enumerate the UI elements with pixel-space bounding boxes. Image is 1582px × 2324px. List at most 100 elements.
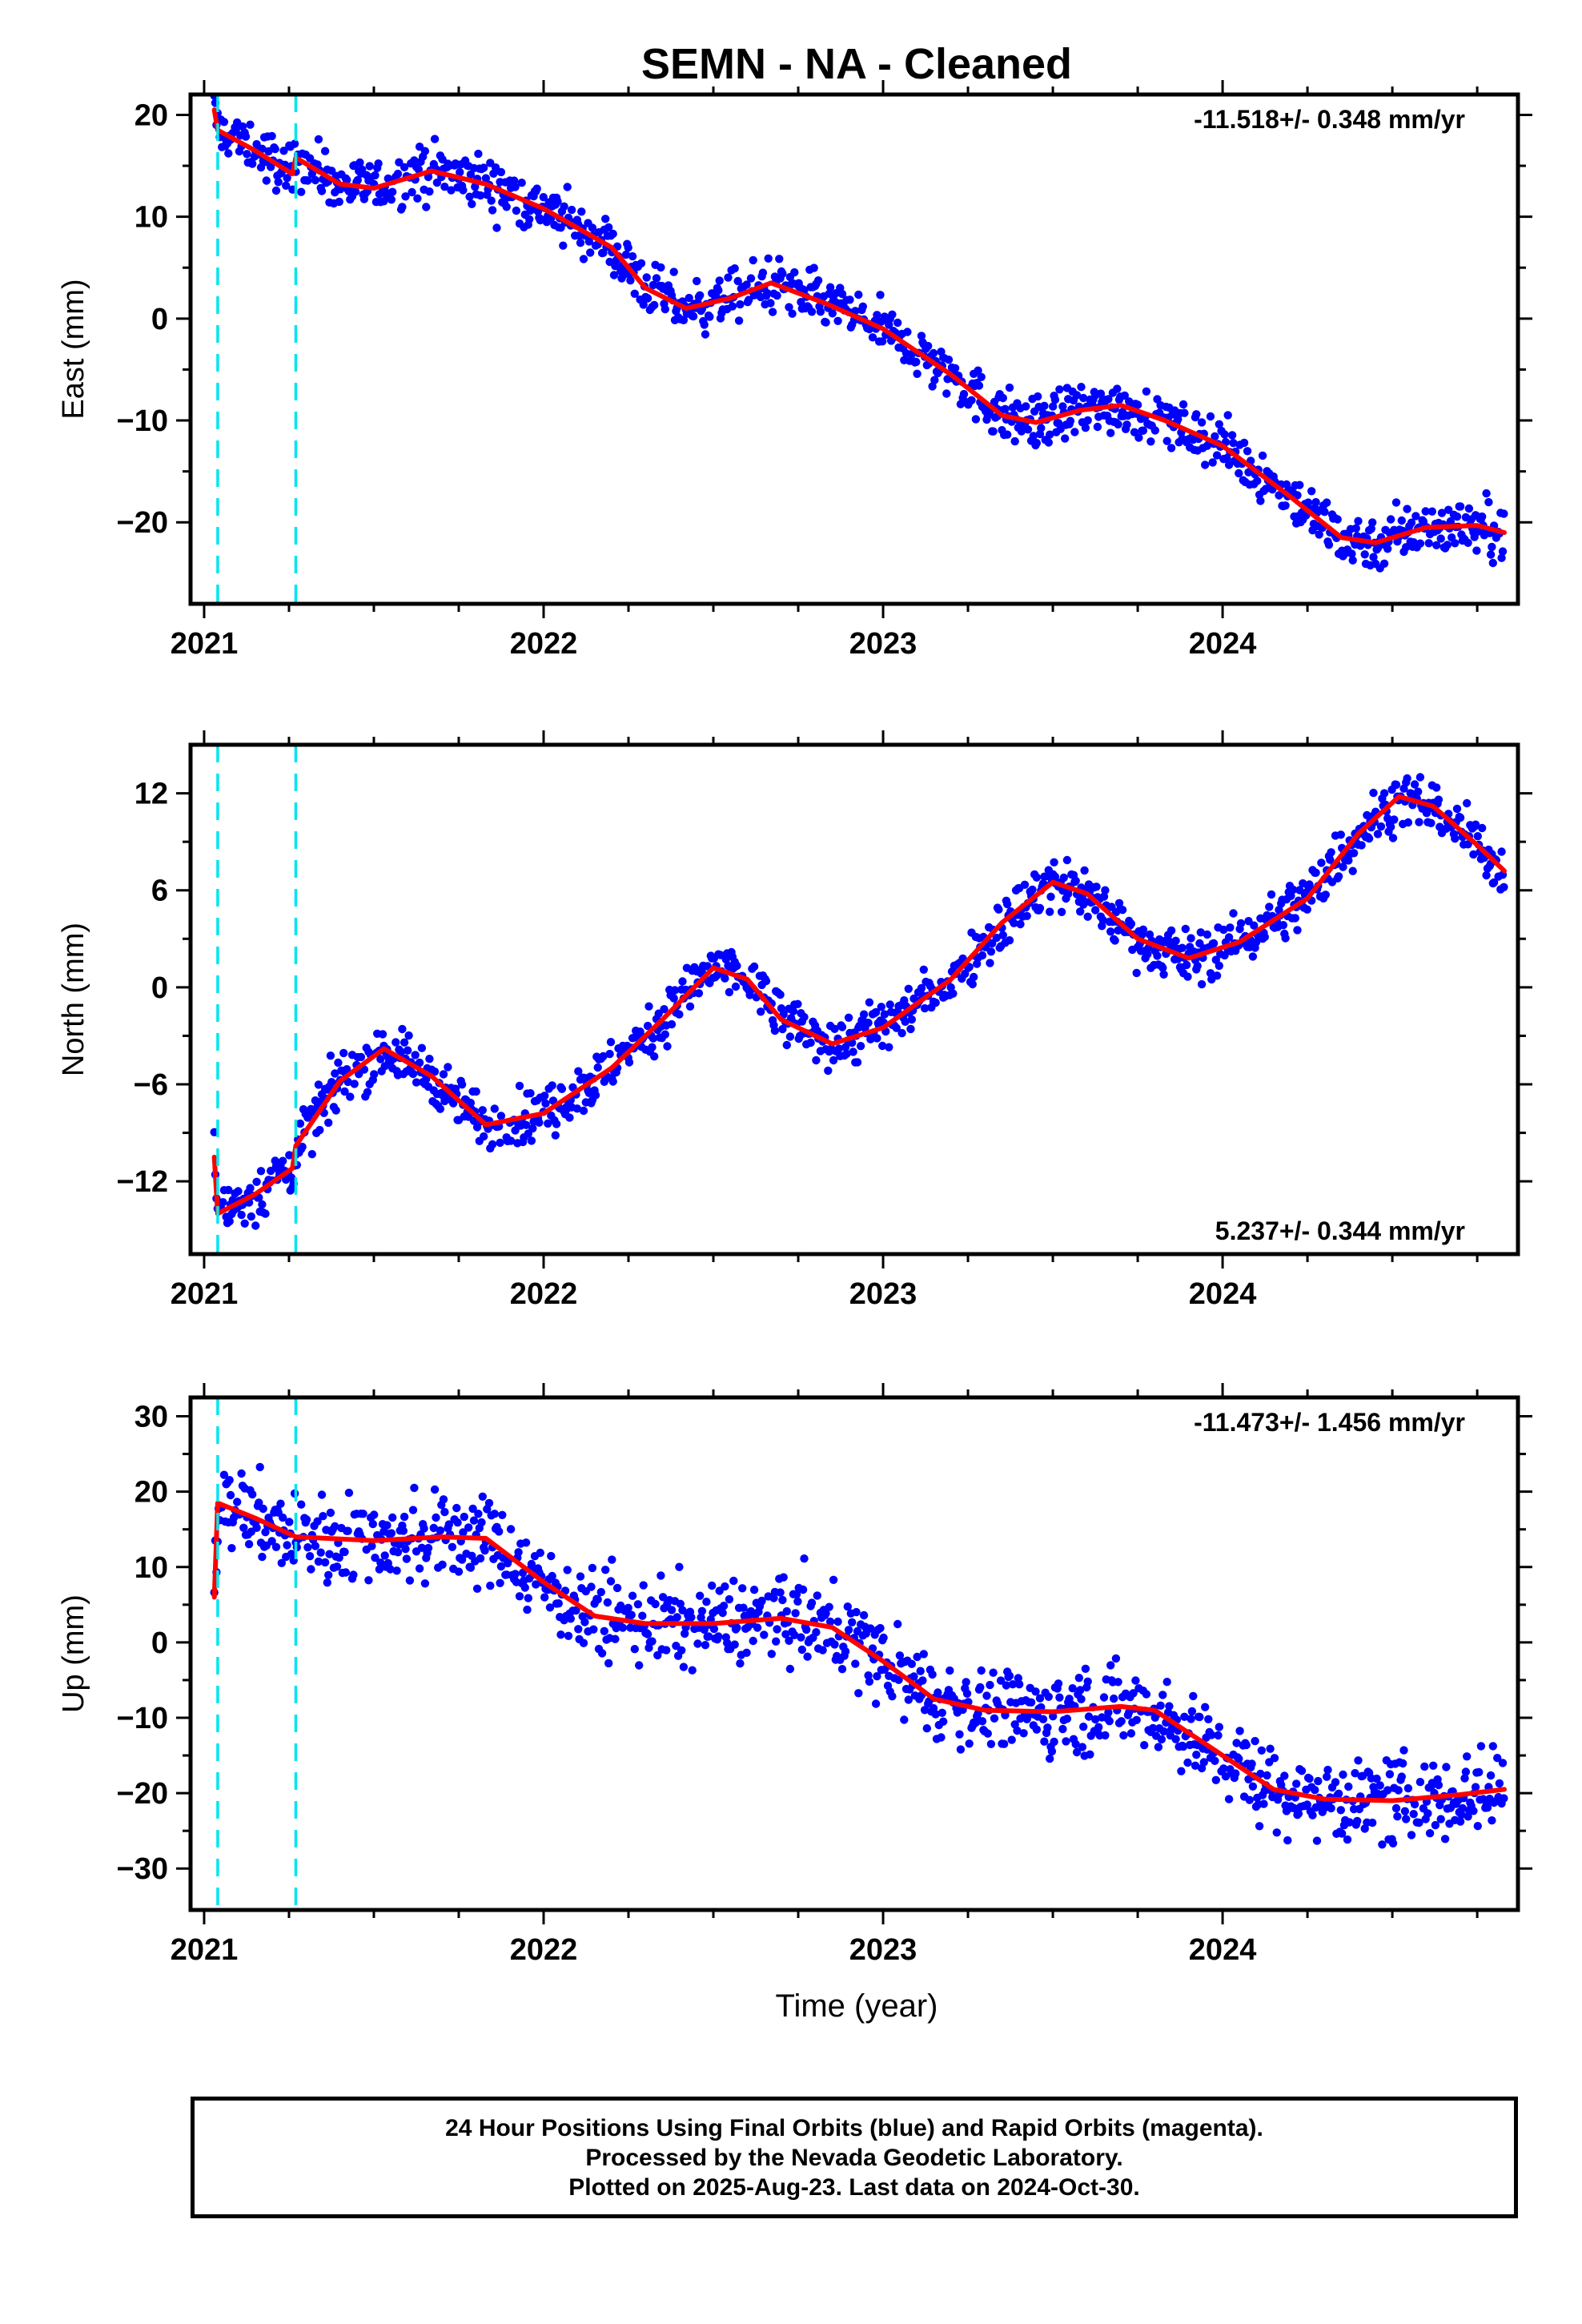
data-point	[219, 1198, 227, 1207]
data-point	[1331, 1778, 1340, 1787]
data-point	[256, 1167, 266, 1176]
data-point	[913, 1652, 921, 1662]
data-point	[1040, 1737, 1049, 1746]
data-point	[916, 1667, 925, 1675]
data-point	[515, 1592, 524, 1601]
y-tick-label: 20	[135, 1476, 168, 1510]
data-point	[576, 239, 585, 247]
data-point	[370, 1510, 379, 1519]
data-point	[457, 1080, 467, 1089]
data-point	[593, 1595, 602, 1604]
data-point	[1457, 1810, 1466, 1819]
data-point	[778, 1595, 787, 1605]
data-point	[219, 1470, 229, 1479]
data-point	[998, 931, 1008, 940]
data-point	[1339, 1770, 1347, 1779]
data-point	[1186, 1715, 1195, 1723]
y-tick-label: −10	[117, 1702, 168, 1735]
data-point	[1183, 972, 1192, 981]
data-point	[1267, 890, 1276, 899]
data-point	[772, 1637, 781, 1646]
data-point	[742, 280, 751, 289]
data-point	[800, 1012, 809, 1022]
x-ticks	[203, 1383, 1479, 1924]
x-tick-label: 2021	[171, 627, 239, 661]
data-point	[879, 1633, 888, 1642]
data-point	[919, 1650, 929, 1659]
data-point	[873, 311, 881, 320]
data-point	[639, 1581, 648, 1590]
data-point	[1336, 830, 1346, 839]
data-point	[540, 1593, 549, 1602]
data-point	[1383, 545, 1392, 553]
data-point	[1038, 1715, 1048, 1723]
data-point	[1211, 1756, 1219, 1765]
data-point	[267, 1537, 276, 1546]
data-point	[346, 1092, 355, 1101]
data-point	[474, 1510, 483, 1518]
data-point	[942, 389, 951, 398]
data-point	[600, 1626, 608, 1636]
data-point	[1368, 1818, 1377, 1827]
data-point	[1236, 919, 1246, 928]
data-point	[725, 987, 734, 997]
data-point	[255, 1462, 264, 1472]
data-point	[252, 1523, 261, 1533]
data-point	[1032, 873, 1042, 882]
data-point	[1497, 553, 1506, 562]
data-point	[1415, 818, 1423, 826]
data-point	[591, 1091, 600, 1100]
data-point	[420, 1579, 430, 1588]
data-point	[1308, 1811, 1317, 1819]
data-point	[918, 1676, 927, 1685]
data-point	[922, 1724, 932, 1733]
data-point	[931, 1710, 940, 1719]
data-point	[628, 251, 637, 261]
data-point	[965, 1739, 974, 1748]
data-point	[1488, 542, 1496, 552]
data-point	[701, 330, 710, 339]
data-point	[670, 986, 680, 995]
data-point	[488, 1140, 497, 1149]
data-point	[367, 1542, 376, 1550]
data-point	[606, 1577, 616, 1586]
data-point	[1023, 1711, 1033, 1720]
data-point	[1263, 1771, 1271, 1780]
data-point	[241, 132, 251, 141]
data-point	[1158, 963, 1167, 972]
data-point	[432, 1513, 440, 1522]
data-point	[667, 1019, 677, 1029]
data-point	[1420, 1762, 1429, 1771]
data-point	[1403, 505, 1411, 513]
data-point	[410, 1483, 419, 1493]
data-point	[1348, 556, 1357, 565]
x-ticks	[203, 80, 1479, 618]
y-tick-label: 10	[135, 1551, 168, 1585]
data-point	[1191, 1761, 1200, 1770]
data-point	[1312, 1836, 1322, 1845]
data-point	[283, 174, 291, 183]
data-point	[813, 1591, 821, 1600]
data-point	[651, 1599, 660, 1609]
data-point	[579, 1106, 588, 1116]
data-point	[1463, 798, 1472, 808]
data-point	[1058, 1724, 1067, 1734]
data-point	[1446, 517, 1456, 526]
data-point	[456, 167, 464, 177]
data-point	[341, 1568, 351, 1577]
data-point	[1093, 422, 1102, 432]
data-point	[1059, 873, 1069, 883]
data-point	[1074, 1674, 1084, 1683]
data-point	[1132, 1715, 1141, 1724]
data-point	[1092, 883, 1101, 891]
data-points	[210, 773, 1508, 1230]
data-point	[335, 197, 343, 207]
data-point	[559, 241, 568, 250]
data-point	[540, 1092, 549, 1100]
data-point	[1281, 934, 1290, 943]
data-point	[1057, 907, 1066, 917]
data-point	[1280, 1771, 1289, 1780]
data-point	[325, 1550, 334, 1558]
data-point	[1132, 968, 1141, 978]
y-tick-label: 20	[135, 99, 168, 132]
